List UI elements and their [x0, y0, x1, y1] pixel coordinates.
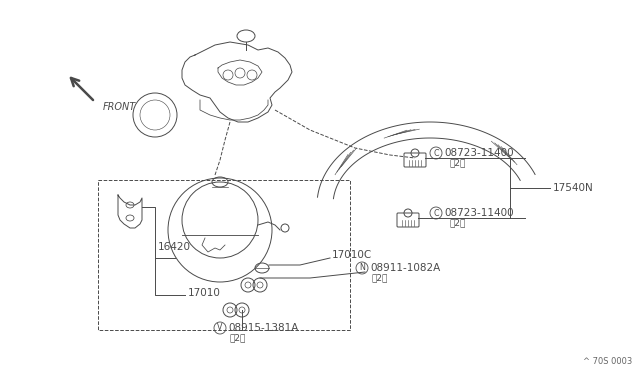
Text: N: N — [359, 263, 365, 273]
Text: 17540N: 17540N — [553, 183, 594, 193]
Text: （2）: （2） — [450, 218, 467, 228]
Text: FRONT: FRONT — [103, 102, 136, 112]
Text: （2）: （2） — [372, 273, 388, 282]
Text: 08915-1381A: 08915-1381A — [228, 323, 298, 333]
Text: C: C — [433, 208, 439, 218]
Text: C: C — [433, 148, 439, 157]
Text: （2）: （2） — [230, 334, 246, 343]
Text: 17010C: 17010C — [332, 250, 372, 260]
Text: 08911-1082A: 08911-1082A — [370, 263, 440, 273]
Text: 16420: 16420 — [158, 242, 191, 252]
Text: ^ 70S 0003: ^ 70S 0003 — [583, 357, 632, 366]
Text: 08723-11400: 08723-11400 — [444, 208, 514, 218]
Text: 08723-11400: 08723-11400 — [444, 148, 514, 158]
Text: V: V — [218, 324, 223, 333]
Text: （2）: （2） — [450, 158, 467, 167]
Text: 17010: 17010 — [188, 288, 221, 298]
